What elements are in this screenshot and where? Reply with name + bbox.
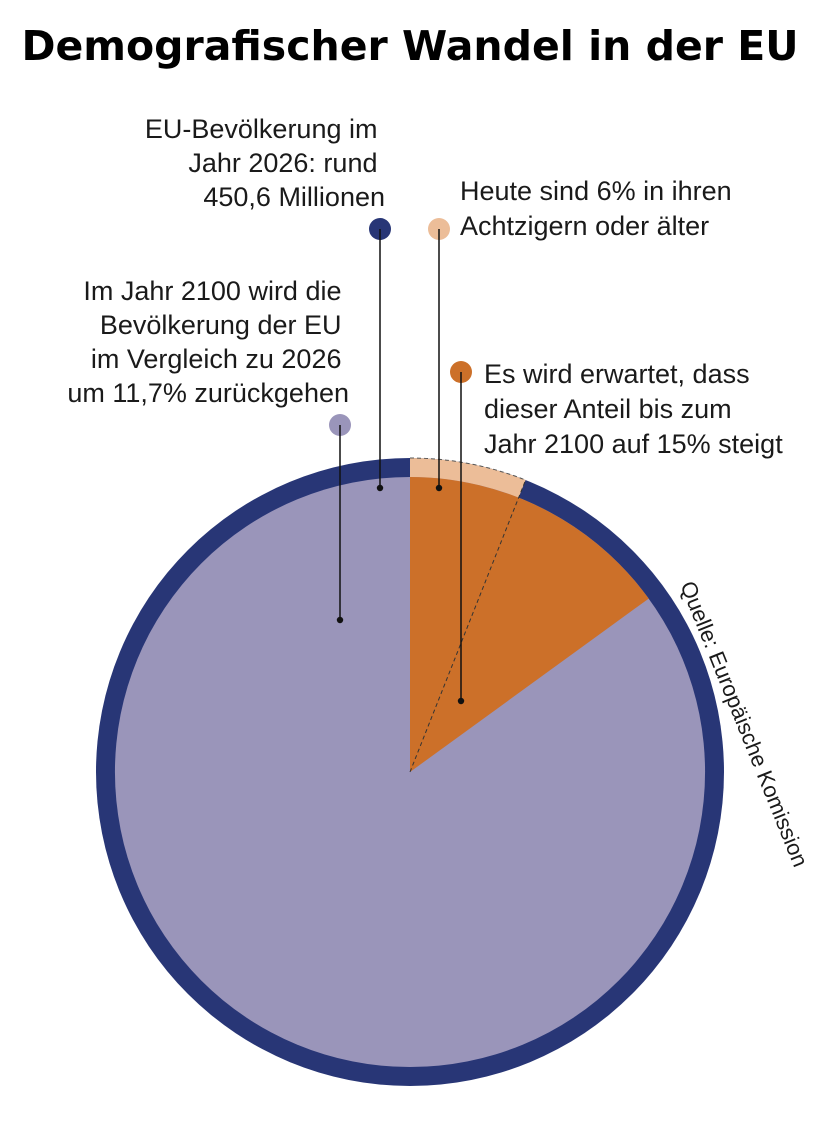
chart-title: Demografischer Wandel in der EU [21,22,798,70]
label-over80-2100: Es wird erwartet, dass dieser Anteil bis… [484,359,783,459]
over80-2100-slice [410,476,649,772]
label-population-2026: EU-Bevölkerung im Jahr 2026: rund 450,6 … [145,114,385,212]
annotation-population-2026: EU-Bevölkerung im Jahr 2026: rund 450,6 … [145,114,391,492]
annotation-population-2100: Im Jahr 2100 wird die Bevölkerung der EU… [67,276,351,624]
share-guide-dashed-line [409,479,527,773]
annotation-over80-today: Heute sind 6% in ihren Achtzigern oder ä… [428,176,739,492]
label-population-2100: Im Jahr 2100 wird die Bevölkerung der EU… [67,276,349,408]
over80-today-outline [409,457,526,481]
leader-end-over80-today [435,484,443,492]
leader-end-population-2026 [376,484,384,492]
leader-end-over80-2100 [457,697,465,705]
label-over80-today: Heute sind 6% in ihren Achtzigern oder ä… [460,176,739,241]
leader-end-population-2100 [336,616,344,624]
annotation-over80-2100: Es wird erwartet, dass dieser Anteil bis… [450,359,783,705]
